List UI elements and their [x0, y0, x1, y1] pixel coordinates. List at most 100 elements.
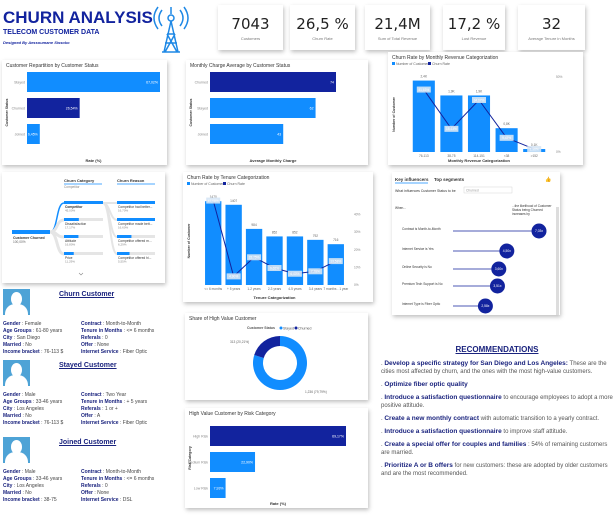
field-value: None: [97, 490, 110, 496]
field-label: Internet Service: [81, 349, 119, 355]
level-header[interactable]: Churn Reason: [117, 178, 145, 183]
profile-field: Contract : Month-to-Month: [81, 321, 142, 327]
level-selection: Competitor: [64, 185, 81, 189]
bar-label: 0,1K: [531, 143, 538, 147]
field-label: Married: [3, 490, 22, 496]
reason-bar[interactable]: [117, 218, 155, 221]
influencer-bubble[interactable]: [489, 278, 505, 294]
field-value: San Diego: [16, 335, 40, 341]
field-value: A: [96, 413, 101, 419]
avatar-icon: [3, 360, 30, 386]
root-bar[interactable]: [12, 230, 50, 234]
category-label: 3-4 years: [309, 287, 323, 291]
y2-tick: 50%: [556, 75, 563, 79]
category-label: Joined: [198, 133, 208, 137]
reason-value: 16,70%: [118, 209, 129, 213]
thumbs-up-icon[interactable]: 👍: [545, 176, 551, 183]
chevron-down-icon[interactable]: [78, 272, 84, 276]
profile-field: Married : No: [3, 413, 32, 419]
recommendations: RECOMMENDATIONS . Develop a specific str…: [381, 345, 613, 483]
profile-field: Contract : Month-to-Month: [81, 469, 142, 475]
tree-link: [49, 218, 65, 234]
tab-top-segments[interactable]: Top segments: [434, 177, 465, 182]
category-bar[interactable]: [64, 201, 103, 204]
designer-credit: Designed By Aessoumane Sissoko: [3, 40, 70, 45]
profile-field: City : Los Angeles: [3, 483, 44, 489]
reason-bar[interactable]: [117, 201, 155, 204]
recommendation-headline: Create a new monthly contract: [384, 415, 479, 422]
influencer-bubble[interactable]: [477, 298, 493, 314]
line-label-bg: [444, 125, 459, 132]
influencer-bubble[interactable]: [531, 223, 547, 239]
field-value: 0: [104, 335, 108, 341]
risk-chart: High Value Customer by Risk Category High…: [188, 411, 346, 506]
bar-label: 852: [272, 230, 278, 234]
reason-bar[interactable]: [117, 252, 130, 255]
data-label: 67,02%: [146, 81, 158, 85]
bar: [225, 204, 242, 285]
line-label-bg: [226, 273, 241, 280]
category-label: <= 6 months: [204, 287, 222, 291]
legend-item: Churn Rate: [227, 182, 245, 186]
y-axis-label: Risk Category: [188, 446, 192, 470]
influencer-value: 4,50x: [503, 249, 511, 253]
influencer-label: Online Security is No: [402, 265, 432, 269]
field-label: Internet Service: [81, 497, 119, 503]
level-header[interactable]: Churn Category: [64, 178, 95, 183]
line-label: 34,67%: [474, 98, 485, 102]
category-label: Churned: [195, 81, 208, 85]
kpi-value: 21,4M: [374, 15, 421, 33]
category-bar[interactable]: [64, 235, 79, 238]
category-name: Competitor: [65, 205, 83, 209]
influencer-label-box: Premium Tech Support is No: [402, 282, 443, 286]
category-bar[interactable]: [64, 218, 79, 221]
profile-field: Gender : Male: [3, 392, 36, 398]
field-value: Month-to-Month: [105, 321, 142, 327]
recommendation-text: to encourage employees to adopt a more p…: [381, 395, 613, 409]
scrollbar[interactable]: [556, 207, 559, 315]
field-value: + 5 years: [126, 399, 148, 405]
category-name: Dissatisfaction: [65, 222, 86, 226]
status-dropdown[interactable]: [463, 186, 513, 194]
field-value: <= 6 months: [126, 328, 155, 334]
field-value: 33-46 years: [35, 399, 63, 405]
recommendation-text: for new customers: these are adopted by …: [381, 463, 608, 477]
reason-value: 5,55%: [118, 260, 127, 264]
bar: [210, 426, 346, 446]
influencer-bubble[interactable]: [499, 243, 515, 259]
bar-label: 1470: [210, 195, 217, 199]
field-value: 76-113 $: [43, 349, 64, 355]
kpi-label: Average Tenure in Months: [528, 36, 575, 41]
category-label: <38: [504, 154, 510, 158]
influencer-label: Internet Type is Fiber Optic: [402, 302, 441, 306]
influencer-bubble[interactable]: [491, 261, 507, 277]
legend-swatch: [428, 62, 431, 65]
category-value: 11,29%: [65, 260, 75, 264]
tenure-chart: Churn Rate by Tenure CategorizationNumbe…: [187, 175, 361, 300]
avatar-icon: [3, 437, 30, 463]
line-label: 4,90%: [229, 275, 238, 279]
bar: [27, 124, 40, 144]
influencer-label: Internet Service is Yes: [402, 247, 434, 251]
influencer-value: 7,03x: [535, 229, 543, 233]
field-label: Married: [3, 413, 22, 419]
field-label: Offer: [81, 413, 93, 419]
y-axis-label: Customer Status: [5, 98, 9, 126]
profile-field: Age Groups : 33-46 years: [3, 399, 63, 405]
category-label: Stayed: [14, 81, 25, 85]
x-axis-label: Monthly Revenue Categorization: [448, 158, 511, 163]
decomposition-tree[interactable]: Churn Category Competitor Churn Reason Cust…: [2, 172, 165, 283]
bar: [266, 236, 283, 285]
recommendation-item: . Create a special offer for couples and…: [381, 441, 608, 456]
reason-bar[interactable]: [117, 235, 132, 238]
bar-label: 1,9K: [448, 89, 455, 93]
bar-track: [64, 235, 103, 238]
recommendation-headline: Create a special offer for couples and f…: [384, 441, 527, 448]
y2-tick: 30%: [354, 230, 361, 234]
field-value: Fiber Optic: [122, 420, 148, 426]
tab-key-influencers[interactable]: Key influencers: [395, 177, 429, 182]
bar-track: [117, 235, 155, 238]
line-label-bg: [287, 270, 302, 277]
category-name: Price: [65, 256, 73, 260]
category-bar[interactable]: [64, 252, 74, 255]
